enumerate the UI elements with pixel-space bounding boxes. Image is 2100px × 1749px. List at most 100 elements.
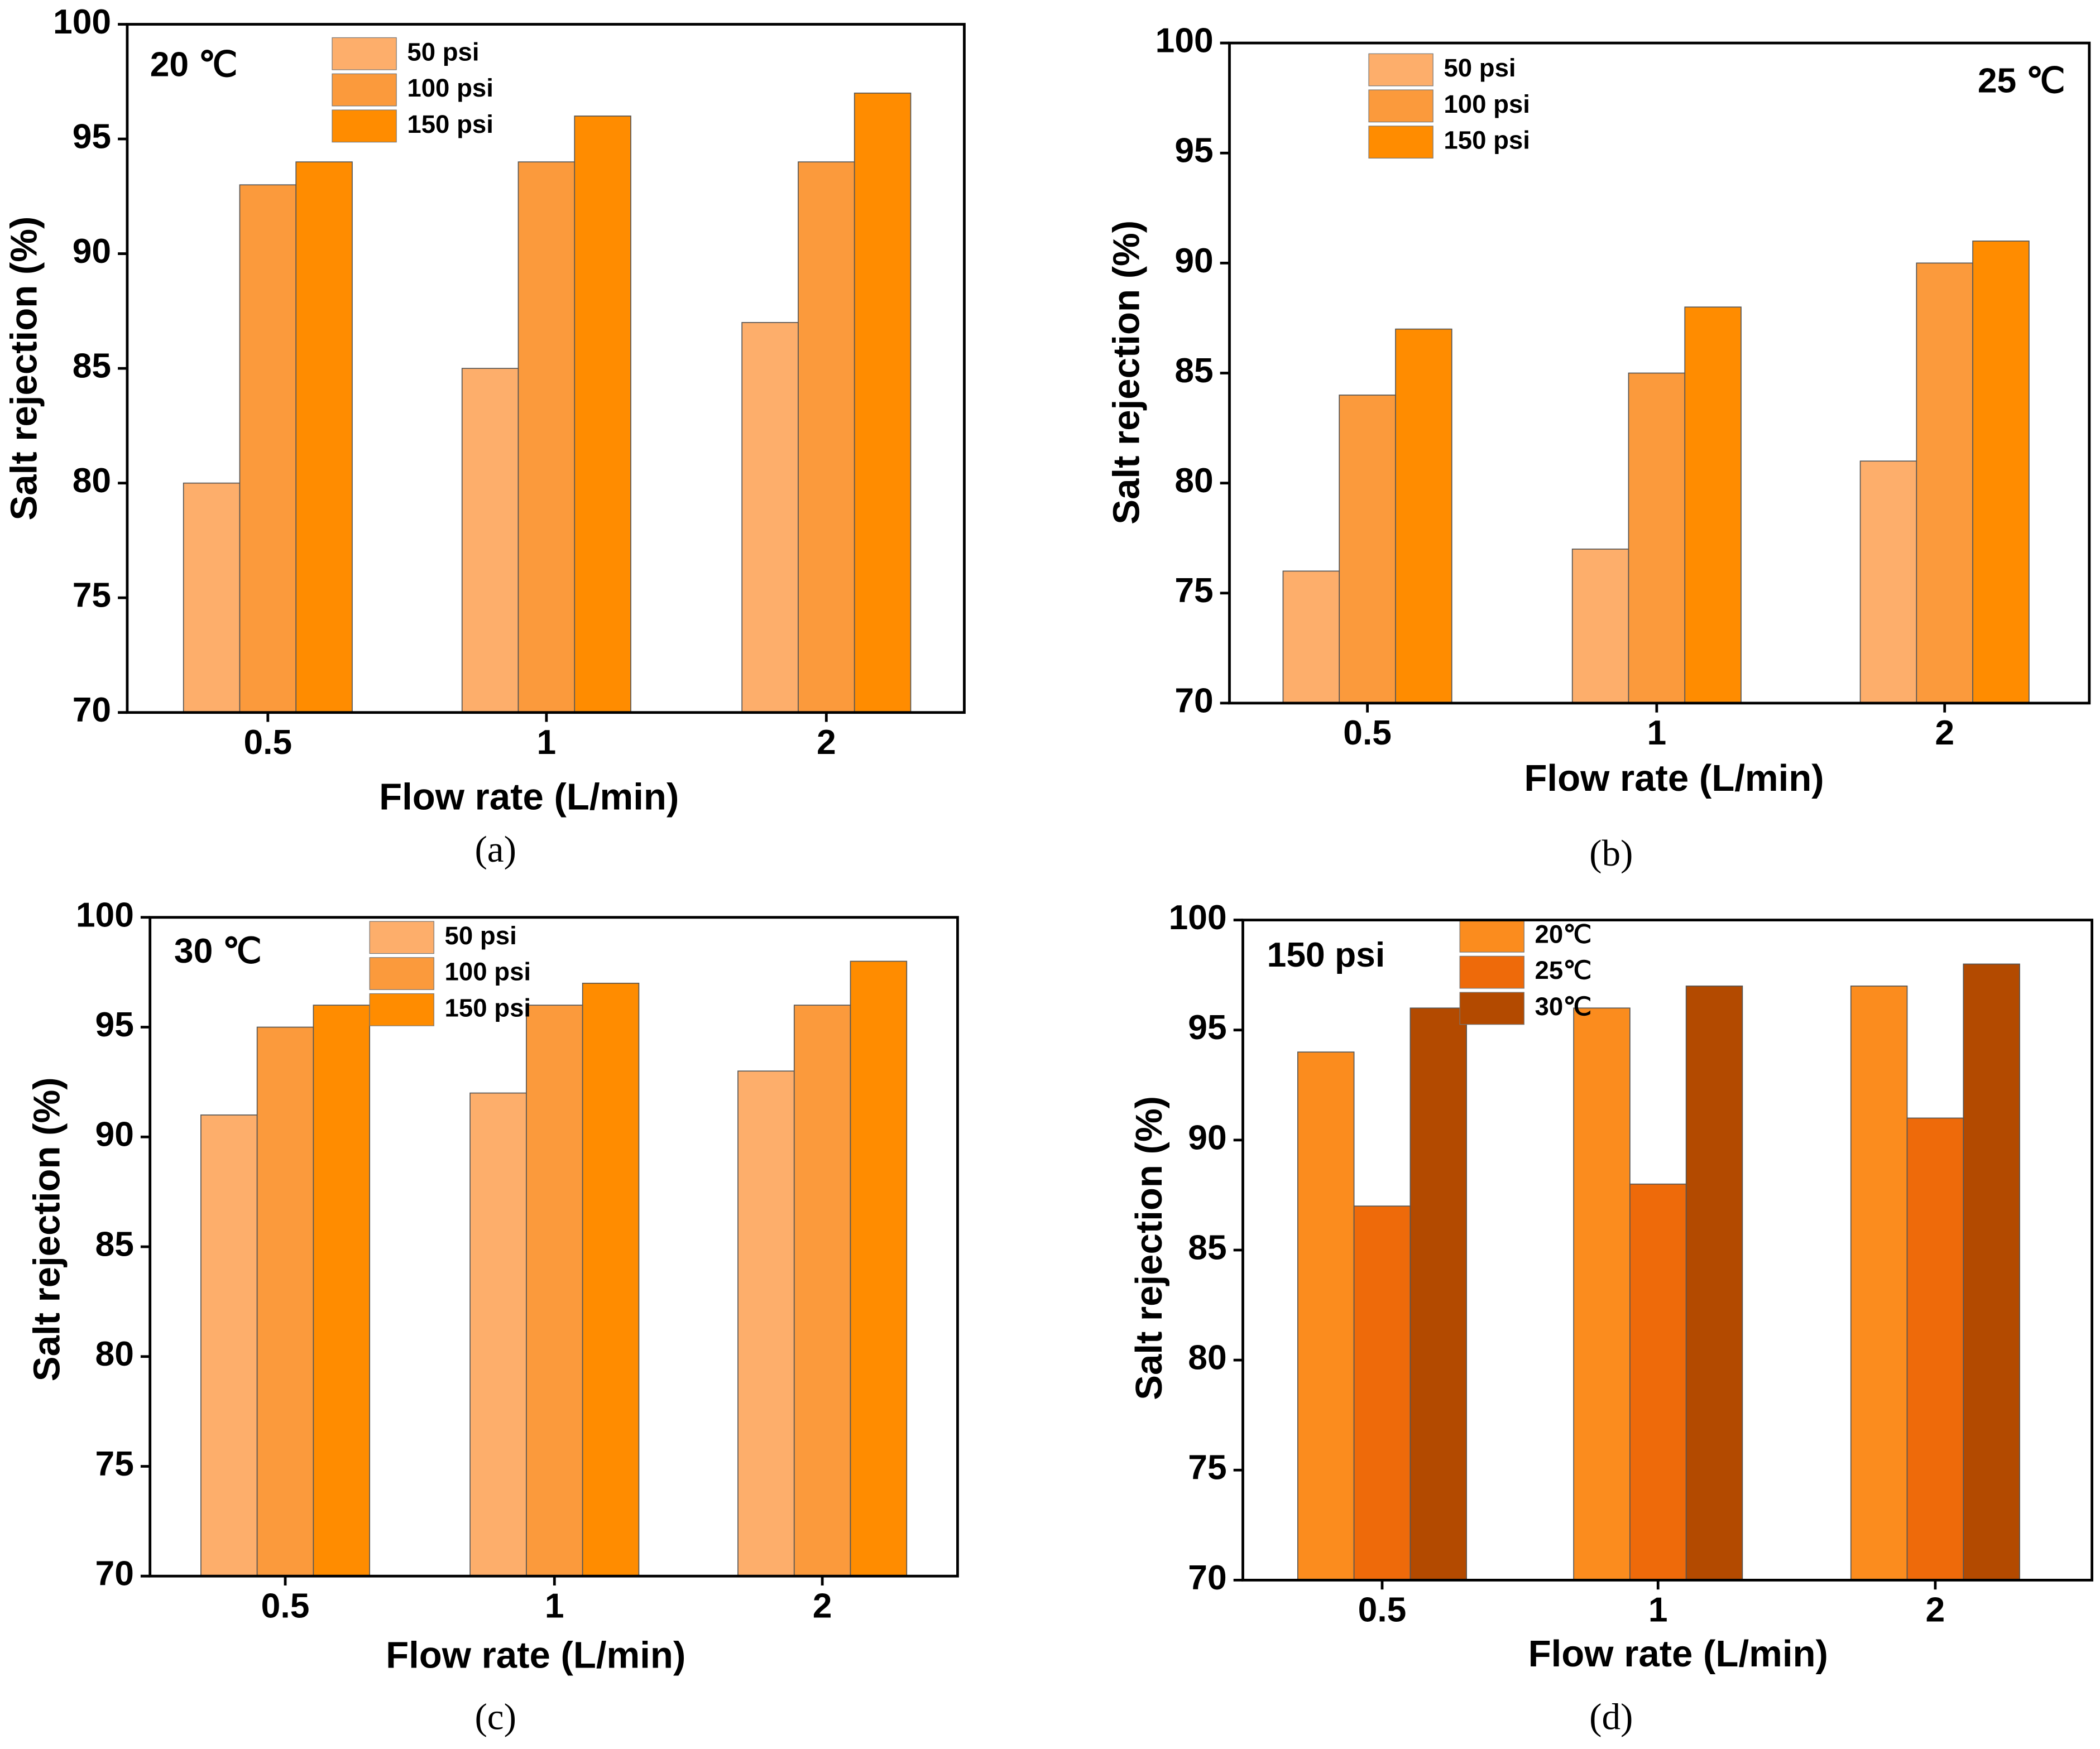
- bar: [239, 184, 297, 713]
- bar: [313, 1005, 371, 1577]
- y-tick-label: 90: [73, 232, 111, 271]
- x-axis-label: Flow rate (L/min): [379, 776, 679, 818]
- y-tick-label: 95: [1188, 1008, 1226, 1047]
- bar: [1282, 570, 1340, 704]
- caption: (b): [1589, 832, 1633, 874]
- y-tick-label: 90: [1174, 242, 1213, 280]
- y-tick-label: 100: [53, 3, 111, 41]
- legend-swatch: [332, 109, 397, 143]
- x-tick-label: 2: [813, 1587, 832, 1625]
- legend-label: 100 psi: [445, 958, 531, 986]
- bar: [469, 1092, 527, 1577]
- y-tick-label: 80: [73, 462, 111, 500]
- legend-label: 25℃: [1535, 956, 1592, 984]
- legend-label: 50 psi: [445, 921, 517, 950]
- annotation: 25 ℃: [1978, 62, 2065, 100]
- caption: (d): [1589, 1696, 1633, 1738]
- x-axis-label: Flow rate (L/min): [386, 1634, 685, 1676]
- x-tick-label: 1: [537, 723, 557, 762]
- bar: [1963, 963, 2020, 1581]
- bar: [1353, 1205, 1411, 1581]
- bar: [1850, 986, 1908, 1581]
- bar: [461, 368, 519, 713]
- y-tick-label: 70: [95, 1555, 134, 1593]
- bar: [517, 161, 576, 713]
- bar: [1297, 1051, 1355, 1581]
- x-axis-label: Flow rate (L/min): [1524, 757, 1824, 799]
- y-tick-label: 95: [73, 118, 111, 156]
- bar: [1409, 1007, 1468, 1581]
- legend-swatch: [332, 73, 397, 107]
- y-tick-label: 95: [95, 1006, 134, 1044]
- legend-swatch: [332, 37, 397, 70]
- plot-frame: [126, 23, 966, 714]
- bar: [1571, 549, 1629, 704]
- y-tick-label: 75: [1188, 1449, 1226, 1487]
- y-axis-label: Salt rejection (%): [3, 217, 45, 521]
- annotation: 150 psi: [1267, 936, 1385, 974]
- y-tick-label: 70: [73, 691, 111, 729]
- y-tick-label: 90: [1188, 1118, 1226, 1157]
- annotation: 20 ℃: [150, 46, 238, 84]
- bar: [183, 482, 241, 713]
- legend-swatch: [369, 921, 434, 954]
- y-tick-label: 75: [95, 1445, 134, 1483]
- y-tick-label: 100: [1169, 898, 1227, 937]
- y-tick-label: 90: [95, 1116, 134, 1154]
- x-tick-label: 0.5: [261, 1587, 310, 1625]
- y-tick-label: 75: [1174, 571, 1213, 610]
- y-tick-label: 85: [95, 1225, 134, 1263]
- bar: [854, 92, 912, 713]
- x-tick-label: 2: [817, 723, 836, 762]
- legend-swatch: [369, 993, 434, 1026]
- bar: [1629, 1183, 1687, 1581]
- legend-label: 100 psi: [407, 74, 493, 102]
- legend-swatch: [1459, 992, 1524, 1025]
- bar: [741, 322, 799, 713]
- bar: [1972, 241, 2030, 704]
- bar: [1906, 1117, 1964, 1581]
- x-tick-label: 0.5: [243, 723, 292, 762]
- bar: [582, 982, 640, 1577]
- x-tick-label: 2: [1935, 714, 1954, 752]
- y-tick-label: 75: [73, 576, 111, 615]
- y-tick-label: 70: [1188, 1559, 1226, 1597]
- legend-swatch: [369, 957, 434, 990]
- legend-label: 20℃: [1535, 920, 1592, 948]
- y-tick-label: 85: [1174, 352, 1213, 390]
- y-tick-label: 100: [76, 896, 134, 934]
- x-axis-label: Flow rate (L/min): [1528, 1633, 1828, 1675]
- legend-label: 150 psi: [1444, 126, 1530, 155]
- legend-label: 150 psi: [445, 993, 531, 1022]
- bar: [1628, 372, 1686, 704]
- legend-swatch: [1368, 89, 1433, 123]
- y-tick-label: 85: [1188, 1228, 1226, 1267]
- caption: (c): [474, 1696, 516, 1738]
- plot-frame: [148, 916, 959, 1578]
- bar: [737, 1070, 795, 1577]
- legend-label: 50 psi: [1444, 54, 1516, 82]
- legend-label: 30℃: [1535, 992, 1592, 1021]
- bar: [1685, 986, 1743, 1581]
- y-tick-label: 85: [73, 347, 111, 386]
- y-axis-label: Salt rejection (%): [26, 1077, 68, 1381]
- x-tick-label: 0.5: [1358, 1591, 1407, 1629]
- bar: [1339, 395, 1396, 704]
- bar: [295, 161, 353, 713]
- legend-swatch: [1368, 53, 1433, 87]
- x-tick-label: 1: [1648, 1591, 1668, 1629]
- y-axis-label: Salt rejection (%): [1128, 1096, 1170, 1400]
- legend-label: 150 psi: [407, 110, 493, 138]
- bar: [200, 1114, 258, 1577]
- plot-frame: [1228, 41, 2091, 705]
- x-tick-label: 0.5: [1343, 714, 1392, 752]
- bar: [256, 1026, 314, 1577]
- y-tick-label: 70: [1174, 681, 1213, 720]
- x-tick-label: 1: [545, 1587, 564, 1625]
- bar: [526, 1005, 583, 1577]
- annotation: 30 ℃: [174, 932, 262, 970]
- bar: [1573, 1007, 1631, 1581]
- legend-label: 100 psi: [1444, 90, 1530, 118]
- bar: [1395, 328, 1452, 704]
